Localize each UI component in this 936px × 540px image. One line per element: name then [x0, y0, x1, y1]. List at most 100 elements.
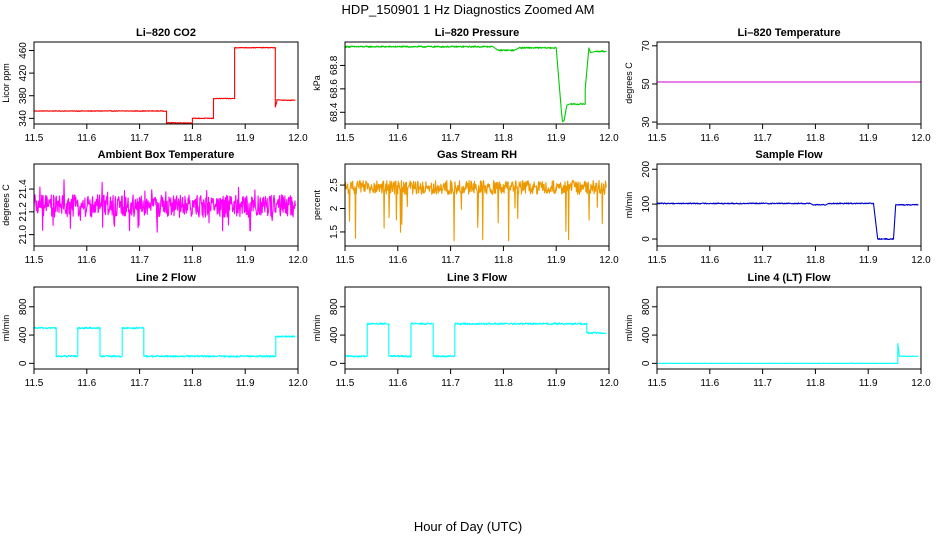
- panel-title: Li–820 Temperature: [737, 27, 840, 39]
- series-line: [656, 202, 919, 241]
- x-tick-label: 11.5: [25, 378, 44, 389]
- x-tick-label: 12.0: [288, 133, 308, 144]
- y-tick-label: 340: [18, 110, 29, 127]
- x-tick-label: 11.9: [236, 133, 255, 144]
- plot-frame: [656, 41, 922, 125]
- x-tick-label: 11.5: [25, 255, 44, 266]
- y-axis-label: degrees C: [1, 184, 11, 226]
- y-tick-label: 400: [329, 326, 340, 343]
- x-tick-label: 11.8: [494, 133, 513, 144]
- y-tick-label: 0: [329, 360, 340, 366]
- y-tick-label: 100: [641, 195, 652, 212]
- y-tick-label: 400: [18, 326, 29, 343]
- series-line: [656, 343, 919, 365]
- panel-title: Li–820 CO2: [136, 27, 196, 39]
- plot-frame: [344, 41, 610, 125]
- y-tick-label: 420: [18, 64, 29, 81]
- series-line: [344, 179, 607, 242]
- y-tick-label: 380: [18, 87, 29, 104]
- y-axis-label: ml/min: [312, 315, 322, 342]
- x-tick-label: 11.6: [388, 378, 407, 389]
- y-axis-label: degrees C: [624, 62, 634, 104]
- panel-grid: Li–820 CO2 11.5 11.6 11.7 11.8 11.9 12.0 340 380…: [1, 27, 931, 389]
- y-axis-label: kPa: [312, 75, 322, 91]
- panel-title: Li–820 Pressure: [435, 27, 519, 39]
- x-tick-label: 11.9: [547, 255, 566, 266]
- y-tick-label: 460: [18, 42, 29, 59]
- y-axis-label: Licor ppm: [1, 63, 11, 103]
- x-tick-label: 11.7: [441, 378, 460, 389]
- y-tick-label: 800: [18, 298, 29, 315]
- x-tick-label: 11.5: [648, 133, 667, 144]
- x-tick-label: 12.0: [599, 255, 619, 266]
- panel-2: Li–820 Pressure 11.5 11.6 11.7 11.8 11.9 12.0 6…: [312, 27, 619, 144]
- series-line: [33, 179, 296, 233]
- x-tick-label: 11.7: [130, 378, 149, 389]
- x-tick-label: 12.0: [599, 133, 619, 144]
- panel-4: Ambient Box Temperature 11.5 11.6 11.7 11.8 1…: [1, 149, 308, 266]
- x-tick-label: 11.6: [700, 255, 719, 266]
- series-line: [33, 46, 296, 124]
- plot-frame: [656, 163, 922, 247]
- panel-3: Li–820 Temperature 11.5 11.6 11.7 11.8 11.9 12…: [624, 27, 931, 144]
- x-tick-label: 11.6: [77, 133, 96, 144]
- panel-title: Gas Stream RH: [437, 149, 517, 161]
- panel-5: Gas Stream RH 11.5 11.6 11.7 11.8 11.9 12.0 1.5…: [312, 149, 619, 266]
- x-tick-label: 11.6: [388, 255, 407, 266]
- x-tick-label: 12.0: [599, 378, 619, 389]
- x-tick-label: 11.6: [700, 133, 719, 144]
- x-tick-label: 11.7: [753, 255, 772, 266]
- y-tick-label: 30: [641, 116, 652, 128]
- x-tick-label: 11.6: [388, 133, 407, 144]
- panel-title: Line 3 Flow: [447, 272, 507, 284]
- x-tick-label: 11.9: [859, 133, 878, 144]
- x-tick-label: 12.0: [911, 378, 931, 389]
- x-tick-label: 11.9: [236, 378, 255, 389]
- x-tick-label: 11.6: [77, 378, 96, 389]
- y-axis-label: percent: [312, 189, 322, 220]
- y-tick-label: 1.5: [329, 225, 340, 239]
- plot-frame: [33, 41, 299, 125]
- series-line: [344, 322, 607, 358]
- x-tick-label: 11.8: [183, 133, 202, 144]
- figure-x-axis-label: Hour of Day (UTC): [414, 519, 522, 534]
- plot-frame: [33, 286, 299, 370]
- panel-9: Line 4 (LT) Flow 11.5 11.6 11.7 11.8 11.9 12.0…: [624, 272, 931, 389]
- x-tick-label: 11.7: [130, 255, 149, 266]
- figure-title: HDP_150901 1 Hz Diagnostics Zoomed AM: [342, 2, 595, 17]
- x-tick-label: 11.8: [806, 133, 825, 144]
- y-tick-label: 0: [641, 236, 652, 242]
- x-tick-label: 11.8: [183, 255, 202, 266]
- y-tick-label: 50: [641, 78, 652, 90]
- x-tick-label: 12.0: [911, 255, 931, 266]
- x-tick-label: 11.6: [77, 255, 96, 266]
- x-tick-label: 11.8: [494, 255, 513, 266]
- plot-frame: [344, 286, 610, 370]
- panel-8: Line 3 Flow 11.5 11.6 11.7 11.8 11.9 12.0 0 400 8…: [312, 272, 619, 389]
- x-tick-label: 12.0: [288, 255, 308, 266]
- x-tick-label: 11.7: [441, 255, 460, 266]
- panel-title: Line 4 (LT) Flow: [748, 272, 831, 284]
- x-tick-label: 12.0: [911, 133, 931, 144]
- x-tick-label: 11.5: [336, 133, 355, 144]
- panel-6: Sample Flow 11.5 11.6 11.7 11.8 11.9 12.0 0 100 2…: [624, 149, 931, 266]
- x-tick-label: 11.5: [336, 255, 355, 266]
- x-tick-label: 11.8: [806, 378, 825, 389]
- x-tick-label: 11.6: [700, 378, 719, 389]
- y-tick-label: 21.4: [18, 179, 29, 199]
- x-tick-label: 11.5: [648, 255, 667, 266]
- x-tick-label: 11.7: [753, 133, 772, 144]
- x-tick-label: 12.0: [288, 378, 308, 389]
- y-tick-label: 200: [641, 160, 652, 177]
- series-line: [344, 45, 607, 123]
- y-tick-label: 21.0: [18, 224, 29, 244]
- y-tick-label: 800: [641, 298, 652, 315]
- x-tick-label: 11.9: [859, 378, 878, 389]
- x-tick-label: 11.5: [336, 378, 355, 389]
- x-tick-label: 11.9: [547, 133, 566, 144]
- x-tick-label: 11.5: [648, 378, 667, 389]
- panel-title: Ambient Box Temperature: [98, 149, 235, 161]
- x-tick-label: 11.7: [753, 378, 772, 389]
- plot-frame: [656, 286, 922, 370]
- y-tick-label: 0: [641, 360, 652, 366]
